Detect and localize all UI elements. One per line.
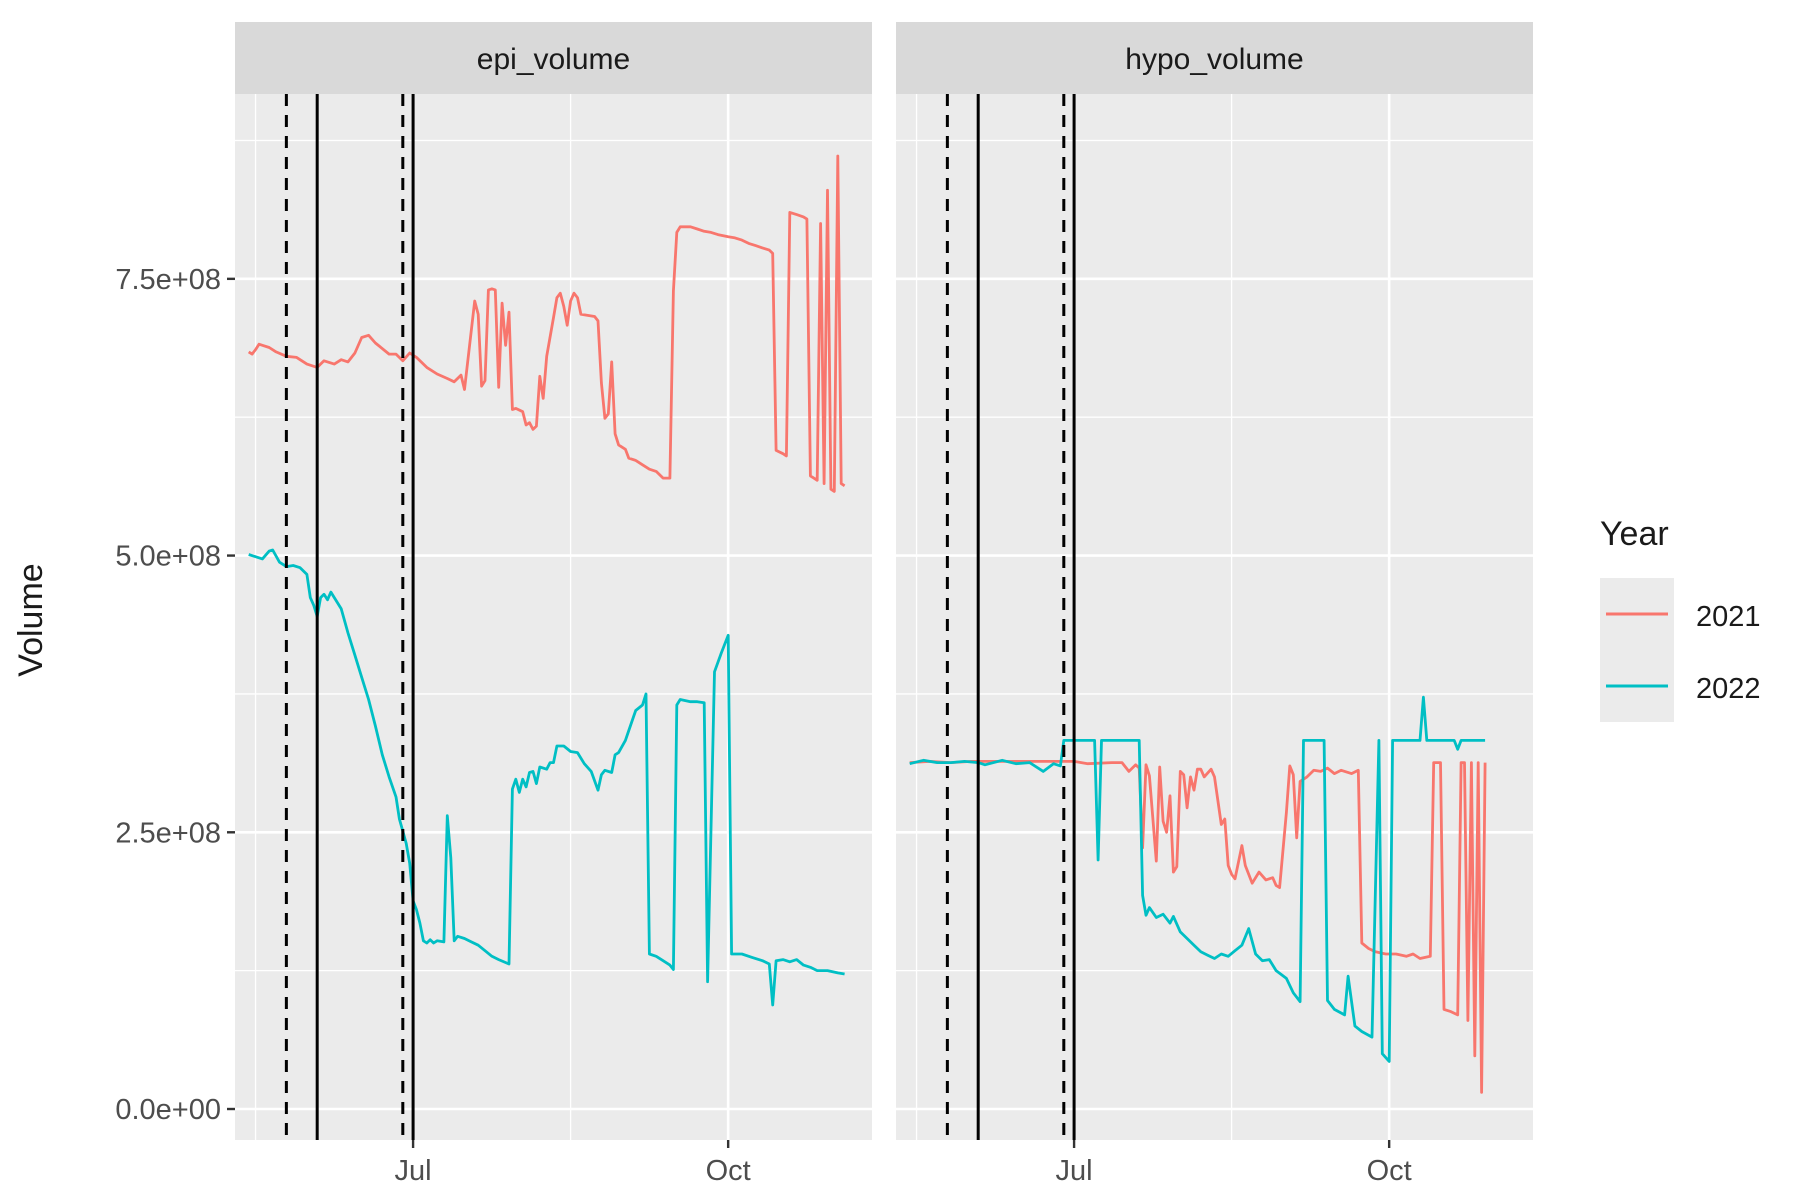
- panel-background: [896, 94, 1533, 1140]
- panel-background: [235, 94, 872, 1140]
- facet-strip: [235, 22, 872, 94]
- x-tick-label: Jul: [395, 1155, 432, 1187]
- legend-label-2021: 2021: [1696, 601, 1761, 633]
- facet-panel-epi_volume: epi_volume: [235, 22, 872, 1140]
- series-line-2021: [247, 154, 846, 493]
- x-tick-label: Jul: [1056, 1155, 1093, 1187]
- facet-panel-hypo_volume: hypo_volume: [896, 22, 1533, 1140]
- legend-label-2022: 2022: [1696, 673, 1761, 705]
- y-axis-title: Volume: [12, 563, 50, 676]
- facet-strip-label: hypo_volume: [1125, 43, 1303, 76]
- legend-title: Year: [1600, 515, 1669, 553]
- series-line-2022: [248, 548, 845, 1007]
- y-tick-label: 5.0e+08: [115, 541, 221, 573]
- facet-strip-label: epi_volume: [477, 43, 630, 76]
- legend-key-background: [1600, 578, 1674, 722]
- y-tick-label: 7.5e+08: [115, 264, 221, 296]
- legend: Year 2021 2022: [1600, 515, 1761, 722]
- series-line-2021: [909, 760, 1487, 1094]
- y-tick-label: 2.5e+08: [115, 817, 221, 849]
- series-line-2022: [909, 695, 1486, 1063]
- x-tick-label: Oct: [706, 1155, 751, 1187]
- y-tick-label: 0.0e+00: [115, 1094, 221, 1126]
- x-tick-label: Oct: [1367, 1155, 1412, 1187]
- facet-panels: epi_volume hypo_volume: [235, 22, 1533, 1140]
- facet-strip: [896, 22, 1533, 94]
- x-axis: Jul Oct Jul Oct: [395, 1140, 1412, 1187]
- y-axis: 0.0e+00 2.5e+08 5.0e+08 7.5e+08: [115, 264, 235, 1126]
